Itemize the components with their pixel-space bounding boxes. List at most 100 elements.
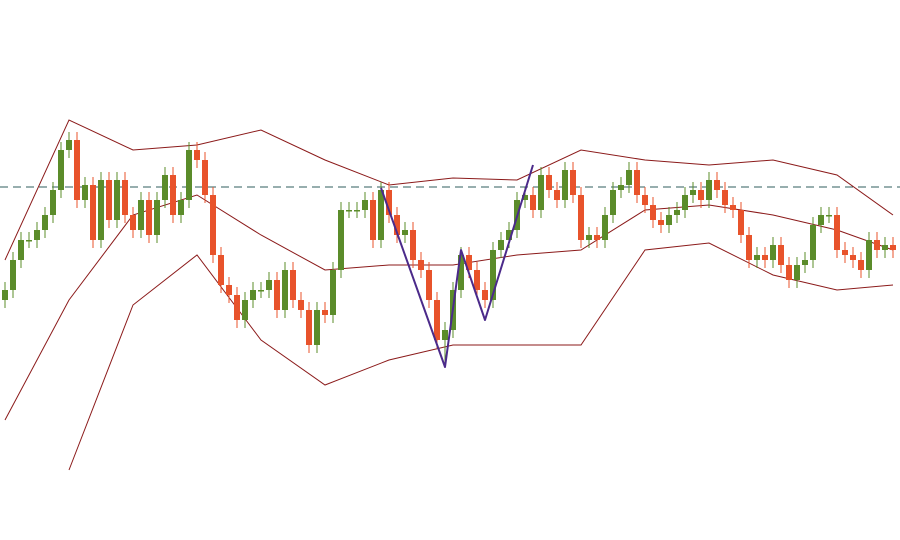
candle-body [82,185,88,200]
candle-body [626,170,632,185]
candle-body [322,310,328,315]
candle-body [714,180,720,190]
candle-body [810,225,816,260]
plot-area [0,119,900,471]
candle-body [122,180,128,215]
candle-body [138,200,144,230]
candle-body [786,265,792,280]
candle-body [770,245,776,260]
candle-body [642,195,648,205]
candle-body [330,270,336,315]
candle-body [354,210,360,212]
candle-body [26,240,32,242]
candle-body [266,280,272,290]
candle-body [386,190,392,215]
candle-body [850,255,856,260]
candle-body [314,310,320,345]
candle-body [418,260,424,270]
candle-body [162,175,168,200]
candle-body [594,235,600,240]
bollinger-band [4,119,894,261]
candle-body [90,185,96,240]
candle-body [674,210,680,215]
candle-body [234,295,240,320]
candle-body [874,240,880,250]
candle-body [282,270,288,310]
candle-body [706,180,712,200]
candle-body [794,265,800,280]
candle-body [394,215,400,235]
candle-body [106,180,112,220]
candle-body [722,190,728,205]
candle-body [490,250,496,300]
candle-body [442,330,448,340]
candle-body [242,300,248,320]
candle-body [218,255,224,285]
candle-body [466,255,472,270]
candle-body [730,205,736,210]
candle-body [274,280,280,310]
candle-body [290,270,296,300]
candle-body [738,210,744,235]
candle-body [66,140,72,150]
candle-body [754,255,760,260]
candle-body [434,300,440,340]
candle-body [802,260,808,265]
candle-body [658,220,664,225]
candle-body [458,255,464,290]
candle-body [202,160,208,195]
candle-body [562,170,568,200]
candle-body [618,185,624,190]
candle-body [370,200,376,240]
candle-body [426,270,432,300]
candle-body [610,190,616,215]
candle-body [362,200,368,210]
w-pattern-line [380,164,534,368]
candle-body [210,195,216,255]
candle-body [698,190,704,200]
candle-body [10,260,16,290]
candle-body [154,200,160,235]
candle-body [866,240,872,270]
candle-body [570,170,576,195]
candle-body [74,140,80,200]
candle-body [746,235,752,260]
candle-body [226,285,232,295]
candle-body [546,175,552,190]
bollinger-band [68,242,894,471]
candle-body [602,215,608,240]
candle-body [58,150,64,190]
candle-body [42,215,48,230]
candle-body [554,190,560,200]
candle-body [306,310,312,345]
candle-body [826,215,832,217]
candle-body [762,255,768,260]
candle-body [650,205,656,220]
candle-body [194,150,200,160]
candle-body [834,215,840,250]
candle-body [498,240,504,250]
candle-body [50,190,56,215]
candle-body [410,230,416,260]
candle-body [682,195,688,210]
candle-body [578,195,584,240]
candle-body [634,170,640,195]
candle-body [778,245,784,265]
candle-body [170,175,176,215]
candle-body [298,300,304,310]
candle-body [2,290,8,300]
candle-body [522,195,528,200]
candle-body [18,240,24,260]
candle-body [586,235,592,240]
candle-body [178,200,184,215]
candle-body [186,150,192,200]
candle-body [130,215,136,230]
candle-body [818,215,824,225]
candle-body [538,175,544,210]
candle-body [98,180,104,240]
candle-body [842,250,848,255]
candle-body [34,230,40,240]
candle-body [146,200,152,235]
